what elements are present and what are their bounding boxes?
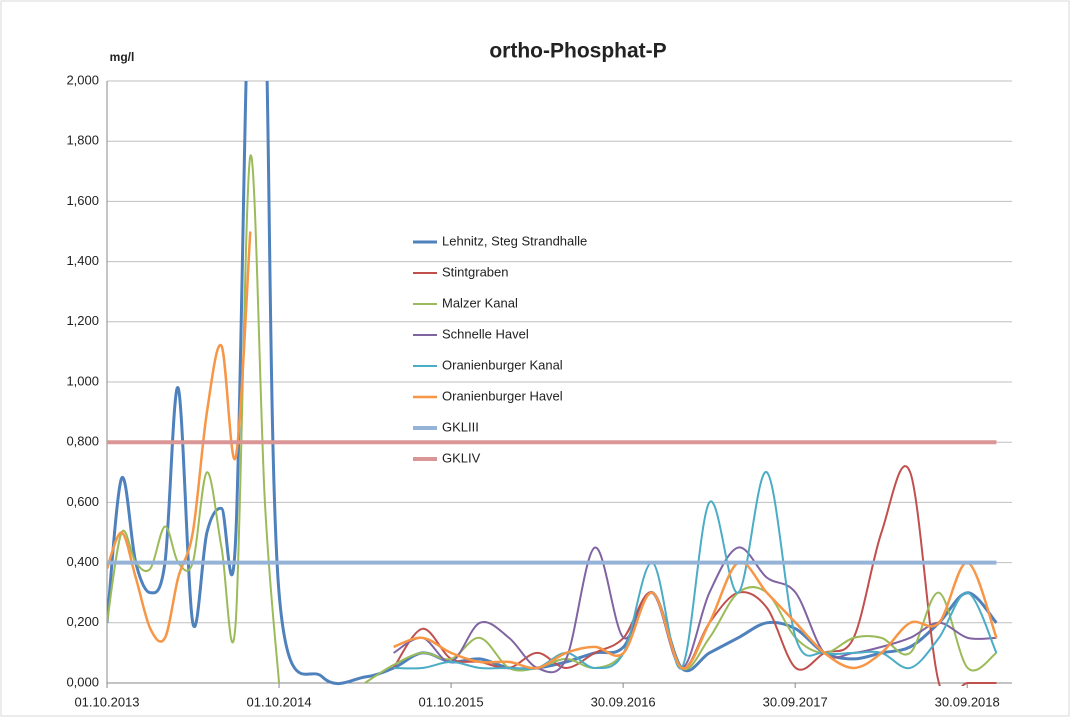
legend-label: Lehnitz, Steg Strandhalle	[442, 233, 587, 248]
x-tick-label: 30.09.2016	[591, 694, 656, 709]
y-tick-label: 1,800	[66, 133, 99, 148]
x-tick-label: 01.10.2013	[74, 694, 139, 709]
y-tick-label: 1,200	[66, 313, 99, 328]
legend-label: Stintgraben	[442, 264, 509, 279]
x-tick-label: 30.09.2017	[763, 694, 828, 709]
x-tick-label: 01.10.2015	[419, 694, 484, 709]
y-tick-label: 1,600	[66, 193, 99, 208]
y-tick-label: 0,200	[66, 614, 99, 629]
x-tick-label: 01.10.2014	[247, 694, 312, 709]
legend-label: Oranienburger Havel	[442, 388, 563, 403]
y-tick-label: 2,000	[66, 72, 99, 87]
legend-label: GKLIII	[442, 419, 479, 434]
y-tick-label: 0,400	[66, 554, 99, 569]
y-tick-label: 0,800	[66, 434, 99, 449]
y-tick-label: 0,600	[66, 494, 99, 509]
y-tick-label: 0,000	[66, 674, 99, 689]
legend-label: Oranienburger Kanal	[442, 357, 563, 372]
x-tick-label: 30.09.2018	[935, 694, 1000, 709]
series-line	[107, 81, 998, 686]
series-line	[107, 231, 998, 670]
chart-title: ortho-Phosphat-P	[489, 40, 666, 63]
legend-label: Schnelle Havel	[442, 326, 529, 341]
plot-lines	[107, 81, 998, 686]
y-axis-label: mg/l	[110, 50, 135, 64]
legend-label: Malzer Kanal	[442, 295, 518, 310]
legend-label: GKLIV	[442, 450, 481, 465]
y-tick-label: 1,000	[66, 373, 99, 388]
y-tick-label: 1,400	[66, 253, 99, 268]
